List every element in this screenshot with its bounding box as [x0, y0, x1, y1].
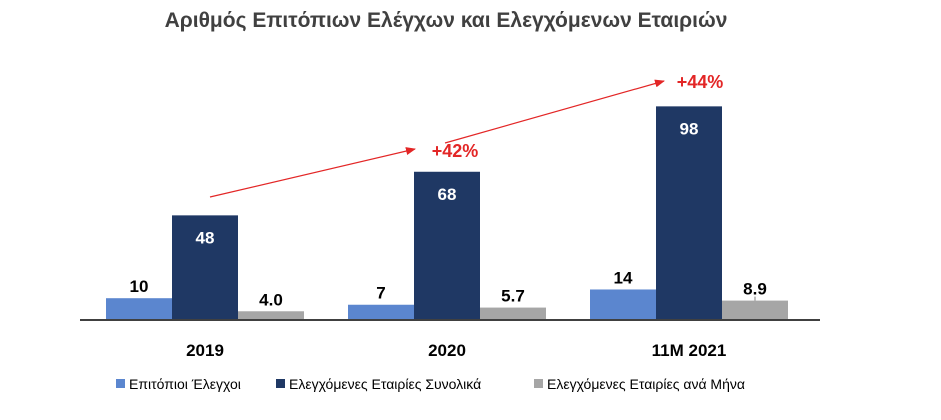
category-label: 2019 [186, 341, 224, 360]
value-label: 8.9 [743, 280, 767, 299]
value-label: 68 [438, 185, 457, 204]
bar-2-11m-2021 [656, 106, 722, 320]
growth-label: +44% [677, 72, 724, 92]
legend: Επιτόπιοι Έλεγχοι Ελεγχόμενες Εταιρίες Συ… [116, 376, 745, 392]
bar-3-2020 [480, 307, 546, 320]
growth-arrow [444, 79, 665, 144]
value-label: 10 [130, 277, 149, 296]
bar-1-11m-2021 [590, 289, 656, 320]
category-label: 11M 2021 [652, 341, 727, 360]
value-label: 5.7 [501, 287, 525, 306]
growth-annotations: +42% +44% [209, 72, 724, 198]
value-label: 14 [614, 268, 633, 287]
legend-swatch [534, 379, 543, 388]
value-label: 7 [376, 284, 385, 303]
legend-label: Επιτόπιοι Έλεγχοι [129, 376, 241, 392]
legend-swatch [116, 379, 125, 388]
category-labels: 2019 2020 11M 2021 [186, 341, 726, 360]
category-label: 2020 [428, 341, 466, 360]
value-label: 48 [196, 228, 215, 247]
legend-swatch [276, 379, 285, 388]
chart-title: Αριθμός Επιτόπιων Ελέγχων και Ελεγχόμενω… [165, 9, 728, 32]
bar-2-2019 [172, 215, 238, 320]
bar-1-2019 [106, 298, 172, 320]
bar-3-2019 [238, 311, 304, 320]
bar-1-2020 [348, 304, 414, 320]
legend-label: Ελεγχόμενες Εταιρίες ανά Μήνα [547, 376, 745, 392]
bar-2-2020 [414, 171, 480, 320]
value-label: 98 [680, 119, 699, 138]
bar-3-11m-2021 [722, 300, 788, 320]
growth-label: +42% [432, 141, 479, 161]
growth-arrow [209, 147, 416, 198]
legend-label: Ελεγχόμενες Εταιρίες Συνολικά [289, 376, 481, 392]
value-label: 4.0 [259, 290, 283, 309]
bars-layer: 10 7 14 48 68 98 4.0 5.7 8.9 [106, 106, 788, 320]
